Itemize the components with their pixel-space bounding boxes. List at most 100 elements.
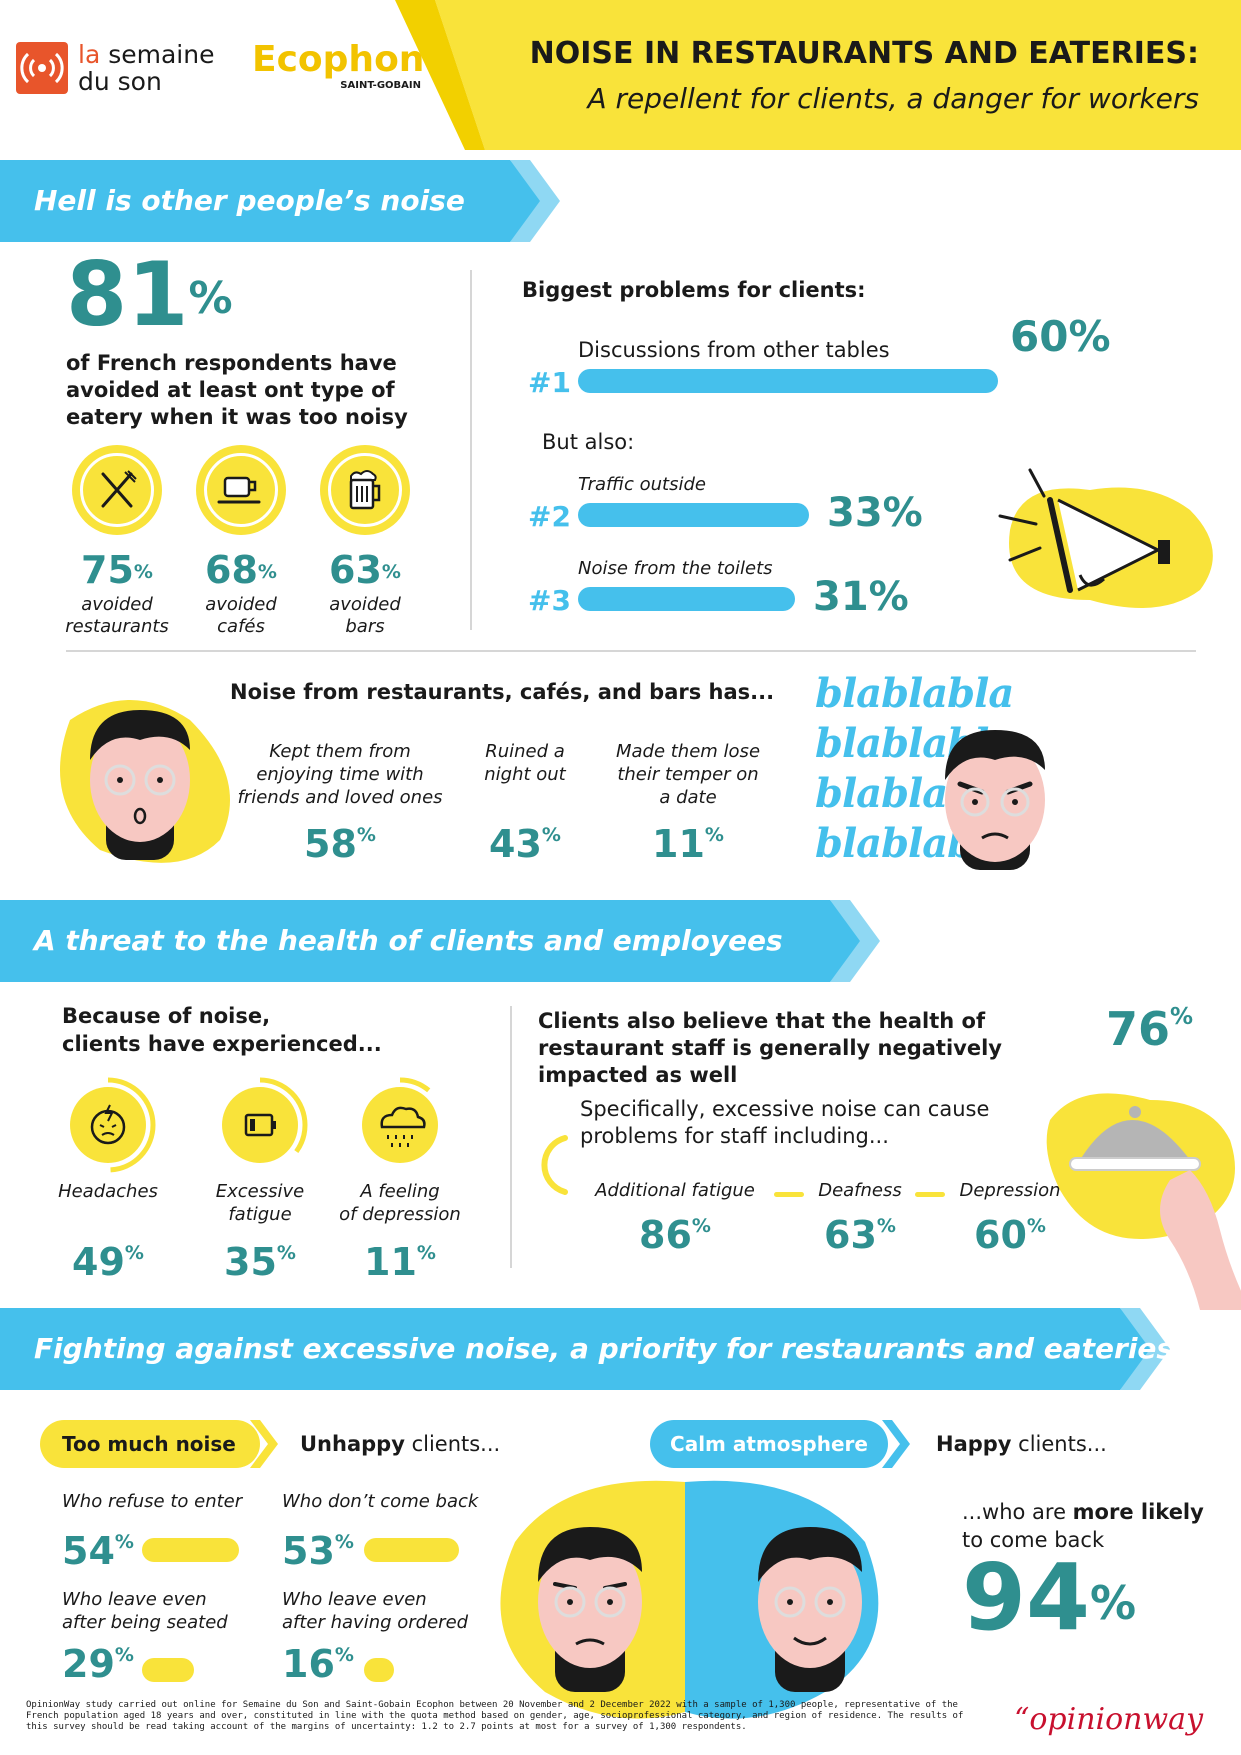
opinionway-brand: opinionway bbox=[1029, 1702, 1204, 1737]
divider-vertical-2 bbox=[510, 1006, 512, 1268]
headache-ring bbox=[60, 1077, 156, 1173]
avoided-1-label1: avoided bbox=[81, 594, 153, 615]
clients-title: Because of noise, clients have experienc… bbox=[62, 1002, 382, 1058]
problems-title: Biggest problems for clients: bbox=[522, 278, 866, 302]
staff-title: Clients also believe that the health of … bbox=[538, 1009, 1002, 1087]
section1-banner-text: Hell is other people’s noise bbox=[34, 184, 465, 217]
unhappy-item-4-bar bbox=[364, 1658, 394, 1682]
clients-item-2: Excessive fatigue 35% bbox=[192, 1180, 328, 1284]
depression-ring bbox=[352, 1077, 448, 1173]
staff-item-1-label: Additional fatigue bbox=[595, 1180, 755, 1201]
unhappy-bold: Unhappy bbox=[300, 1432, 405, 1456]
staff-stat-unit: % bbox=[1170, 1004, 1194, 1031]
noise-item-1-label: Kept them from enjoying time with friend… bbox=[237, 741, 443, 808]
blabla-illustration: blablabla blablabla blablabla blablabla bbox=[815, 670, 1160, 880]
coffee-cup-icon bbox=[217, 476, 261, 504]
unhappy-item-1-unit: % bbox=[114, 1530, 134, 1553]
unhappy-item-4-unit: % bbox=[334, 1643, 354, 1666]
noise-item-2-value: 43 bbox=[489, 822, 542, 866]
problem-3-bar bbox=[578, 587, 795, 611]
section3-banner-text: Fighting against excessive noise, a prio… bbox=[34, 1332, 1174, 1365]
clients-title-line2: clients have experienced... bbox=[62, 1032, 382, 1056]
avoided-item-1: 75% avoided restaurants bbox=[52, 550, 182, 638]
avoided-1-value: 75 bbox=[81, 548, 134, 592]
sound-waves-icon bbox=[16, 42, 68, 94]
unhappy-item-3-label1: Who leave even bbox=[62, 1589, 207, 1610]
likely-pre: ...who are bbox=[962, 1500, 1073, 1524]
noise-item-3: Made them lose their temper on a date 11… bbox=[608, 740, 768, 866]
page-title: NOISE IN RESTAURANTS AND EATERIES: bbox=[529, 36, 1199, 71]
noise-item-1-value: 58 bbox=[304, 822, 357, 866]
staff-item-1-value: 86 bbox=[639, 1213, 692, 1257]
problem-3-value: 31% bbox=[813, 574, 909, 620]
logo-line1-la: la bbox=[78, 40, 101, 69]
likely-text: ...who are more likely to come back bbox=[962, 1498, 1204, 1554]
unhappy-item-2-unit: % bbox=[334, 1530, 354, 1553]
stat-81-value: 81 bbox=[66, 243, 189, 346]
noise-item-3-unit: % bbox=[704, 823, 724, 846]
likely-stat-value: 94 bbox=[962, 1544, 1091, 1651]
noise-item-2-unit: % bbox=[541, 823, 561, 846]
staff-sub: Specifically, excessive noise can cause … bbox=[580, 1097, 990, 1148]
problem-2-bar bbox=[578, 503, 809, 527]
staff-dash-1 bbox=[774, 1192, 804, 1197]
avoided-2-label1: avoided bbox=[205, 594, 277, 615]
noise-item-2: Ruined a night out 43% bbox=[460, 740, 590, 866]
unhappy-item-4: Who leave even after having ordered 16% bbox=[282, 1588, 492, 1686]
clients-item-2-unit: % bbox=[276, 1241, 296, 1264]
but-also: But also: bbox=[542, 430, 635, 454]
pill-calm-arrow bbox=[882, 1420, 910, 1468]
problem-1-rank: #1 bbox=[528, 366, 571, 399]
avoided-item-2: 68% avoided cafés bbox=[176, 550, 306, 638]
happy-bold: Happy bbox=[936, 1432, 1012, 1456]
avoided-1-unit: % bbox=[133, 560, 153, 583]
clients-item-3-unit: % bbox=[416, 1241, 436, 1264]
staff-item-3-label: Depression bbox=[959, 1180, 1061, 1201]
likely-post: to come back bbox=[962, 1528, 1105, 1552]
clients-title-line1: Because of noise, bbox=[62, 1004, 271, 1028]
opinionway-quote: “ bbox=[1014, 1702, 1030, 1737]
fatigue-ring bbox=[212, 1077, 308, 1173]
problem-2-label: Traffic outside bbox=[578, 474, 706, 495]
avoided-circle-2 bbox=[196, 445, 286, 535]
staff-item-2-value: 63 bbox=[824, 1213, 877, 1257]
staff-item-3-value: 60 bbox=[974, 1213, 1027, 1257]
likely-stat: 94% bbox=[962, 1548, 1136, 1648]
angry-face-icon bbox=[945, 730, 1045, 870]
avoided-1-label2: restaurants bbox=[65, 616, 169, 637]
divider-vertical-1 bbox=[470, 270, 472, 630]
noise-has-title: Noise from restaurants, cafés, and bars … bbox=[230, 680, 775, 704]
problem-2-rank: #2 bbox=[528, 500, 571, 533]
logo-ecophon: Ecophon SAINT-GOBAIN bbox=[252, 40, 427, 100]
header-yellow-shape bbox=[395, 0, 1241, 150]
serving-tray-illustration bbox=[1046, 1093, 1241, 1310]
staff-item-3: Depression 60% bbox=[950, 1180, 1070, 1257]
pill-calm-atmosphere: Calm atmosphere bbox=[650, 1420, 888, 1468]
clients-item-1: Headaches 49% bbox=[40, 1180, 176, 1284]
unhappy-item-3-label2: after being seated bbox=[62, 1612, 228, 1633]
avoided-3-unit: % bbox=[381, 560, 401, 583]
problem-1-value: 60% bbox=[1010, 312, 1111, 361]
avoided-2-label2: cafés bbox=[217, 616, 265, 637]
avoided-3-value: 63 bbox=[329, 548, 382, 592]
beer-mug-icon bbox=[349, 470, 381, 510]
problem-3-rank: #3 bbox=[528, 584, 571, 617]
pill-too-much-noise: Too much noise bbox=[40, 1420, 260, 1468]
problem-2-value: 33% bbox=[827, 490, 923, 536]
unhappy-item-3-unit: % bbox=[114, 1643, 134, 1666]
staff-stat-value: 76 bbox=[1106, 1002, 1171, 1056]
noise-item-3-label: Made them lose their temper on a date bbox=[615, 741, 761, 808]
noise-item-1-unit: % bbox=[356, 823, 376, 846]
clients-item-2-label2: fatigue bbox=[228, 1204, 292, 1225]
avoided-2-unit: % bbox=[257, 560, 277, 583]
unhappy-item-1: Who refuse to enter 54% bbox=[62, 1490, 272, 1573]
avoided-circle-3 bbox=[320, 445, 410, 535]
likely-stat-unit: % bbox=[1090, 1575, 1137, 1630]
staff-item-2: Deafness 63% bbox=[800, 1180, 920, 1257]
staff-item-3-unit: % bbox=[1026, 1214, 1046, 1237]
problem-1-bar bbox=[578, 369, 998, 393]
logo-semaine-du-son: la semaine du son bbox=[16, 42, 246, 98]
avoided-circle-1 bbox=[72, 445, 162, 535]
happy-face-icon bbox=[758, 1527, 862, 1692]
clients-item-3: A feeling of depression 11% bbox=[324, 1180, 476, 1284]
